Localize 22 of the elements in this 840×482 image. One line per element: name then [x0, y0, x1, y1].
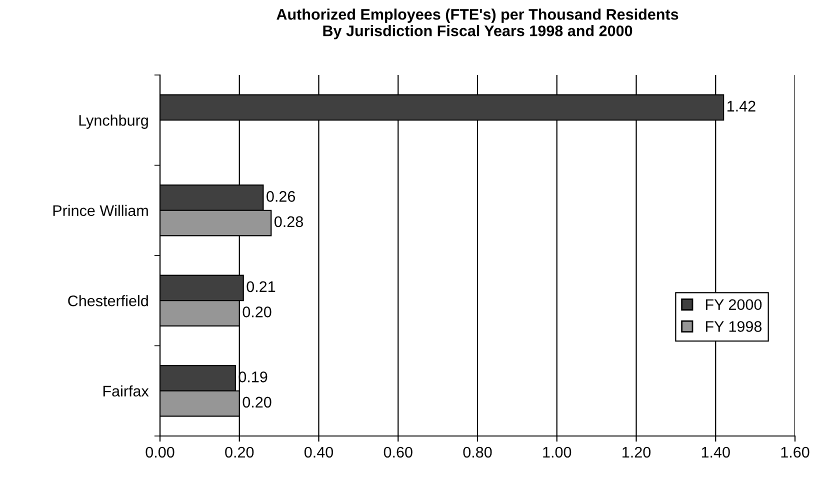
x-tick-label: 1.60: [781, 446, 810, 458]
legend-label: FY 1998: [706, 321, 762, 332]
x-tick-label: 1.40: [702, 446, 730, 458]
x-tick-label: 1.20: [622, 446, 651, 458]
data-label: 0.28: [274, 216, 303, 228]
x-tick-label: 0.80: [463, 446, 492, 458]
y-tick-label: Fairfax: [103, 385, 149, 397]
y-tick-label: Lynchburg: [79, 114, 148, 129]
x-tick-label: 0.20: [225, 446, 254, 458]
y-tick-label: Chesterfield: [68, 295, 148, 306]
x-tick-label: 1.00: [543, 446, 572, 458]
data-label: 0.20: [242, 306, 272, 318]
legend-label: FY 2000: [706, 299, 762, 310]
x-tick-label: 0.00: [146, 446, 174, 458]
y-tick-label: Prince William: [53, 204, 148, 216]
x-tick-label: 0.60: [384, 446, 412, 458]
x-tick-label: 0.40: [304, 446, 334, 458]
data-label: 1.42: [728, 100, 756, 112]
data-label: 0.26: [266, 191, 296, 202]
chart-title: Authorized Employees (FTE's) per Thousand Residents By Jurisdiction Fiscal Years 1998 and 2000: [276, 8, 678, 40]
data-label: 0.20: [242, 396, 272, 408]
data-label: 0.21: [246, 281, 276, 292]
